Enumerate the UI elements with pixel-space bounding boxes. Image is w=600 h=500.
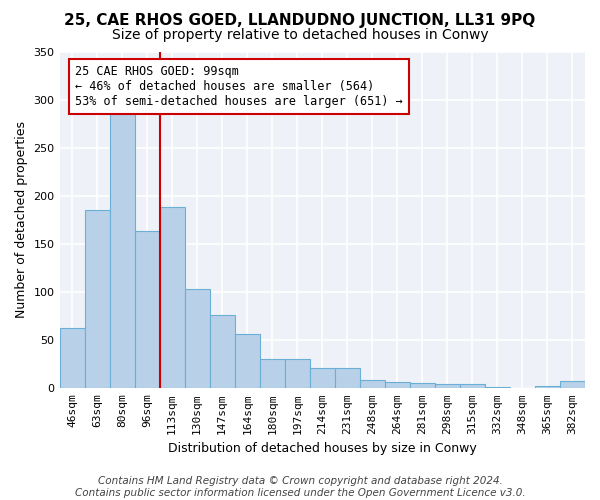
Bar bbox=[410, 384, 435, 388]
Bar bbox=[360, 380, 385, 388]
Bar bbox=[335, 368, 360, 388]
Bar bbox=[110, 108, 134, 388]
Bar bbox=[560, 380, 585, 388]
Bar bbox=[185, 289, 209, 388]
X-axis label: Distribution of detached houses by size in Conwy: Distribution of detached houses by size … bbox=[168, 442, 476, 455]
Y-axis label: Number of detached properties: Number of detached properties bbox=[15, 122, 28, 318]
Text: 25 CAE RHOS GOED: 99sqm
← 46% of detached houses are smaller (564)
53% of semi-d: 25 CAE RHOS GOED: 99sqm ← 46% of detache… bbox=[76, 65, 403, 108]
Text: 25, CAE RHOS GOED, LLANDUDNO JUNCTION, LL31 9PQ: 25, CAE RHOS GOED, LLANDUDNO JUNCTION, L… bbox=[64, 12, 536, 28]
Bar bbox=[385, 382, 410, 388]
Bar bbox=[435, 384, 460, 388]
Bar bbox=[535, 386, 560, 388]
Bar bbox=[460, 384, 485, 388]
Bar bbox=[160, 208, 185, 388]
Text: Size of property relative to detached houses in Conwy: Size of property relative to detached ho… bbox=[112, 28, 488, 42]
Bar bbox=[59, 328, 85, 388]
Bar bbox=[209, 315, 235, 388]
Bar bbox=[260, 360, 285, 388]
Bar bbox=[235, 334, 260, 388]
Bar bbox=[85, 210, 110, 388]
Text: Contains HM Land Registry data © Crown copyright and database right 2024.
Contai: Contains HM Land Registry data © Crown c… bbox=[74, 476, 526, 498]
Bar bbox=[285, 360, 310, 388]
Bar bbox=[310, 368, 335, 388]
Bar bbox=[134, 232, 160, 388]
